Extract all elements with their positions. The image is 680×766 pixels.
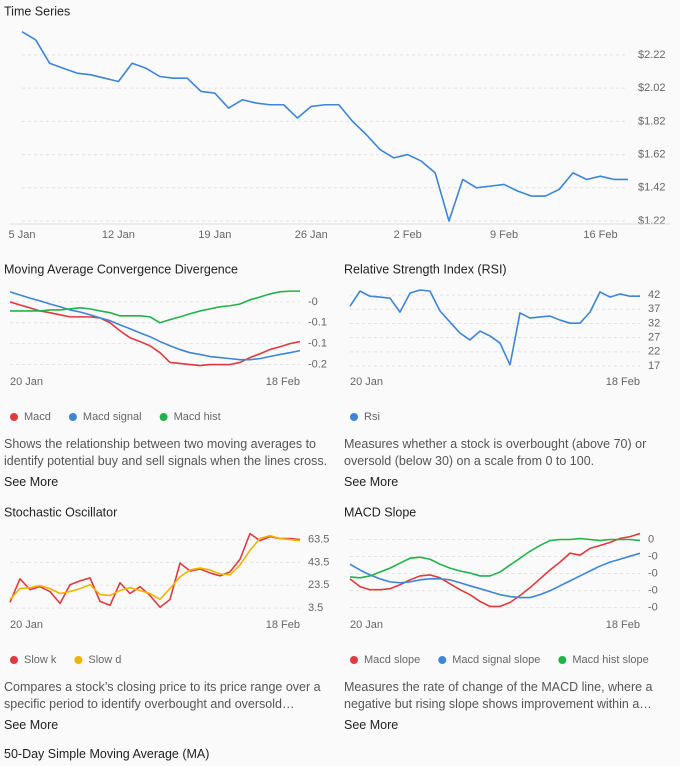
panel: Moving Average Convergence Divergence -0…: [0, 258, 340, 502]
y-tick-label: 22: [648, 346, 660, 358]
legend-label: Macd hist: [174, 411, 221, 423]
legend-label: Macd: [24, 411, 51, 423]
legend-swatch: [438, 656, 447, 664]
description: Measures whether a stock is overbought (…: [344, 437, 647, 468]
y-tick-label: -0.1: [308, 338, 327, 350]
legend-label: Rsi: [364, 411, 380, 423]
x-tick-label: 9 Feb: [490, 229, 518, 241]
x-tick-label: 18 Feb: [266, 619, 300, 631]
series-line: [349, 537, 641, 579]
time-series-chart: Time Series $1.22 $1.42 $1.62 $1.82 $2.02 $2.…: [4, 4, 670, 241]
legend-swatch: [10, 413, 18, 421]
y-tick-label: 17: [648, 360, 660, 372]
chart-title: Stochastic Oscillator: [4, 505, 117, 519]
y-tick-label: $2.02: [638, 82, 666, 94]
x-tick-label: 20 Jan: [350, 376, 383, 388]
x-tick-label: 5 Jan: [9, 229, 36, 241]
x-tick-label: 16 Feb: [583, 229, 617, 241]
description: Measures the rate of change of the MACD …: [344, 680, 653, 711]
legend-swatch: [10, 656, 18, 664]
legend-swatch: [350, 413, 358, 421]
see-more-link[interactable]: See More: [4, 718, 59, 732]
see-more-link[interactable]: See More: [4, 475, 59, 489]
chart-title: Moving Average Convergence Divergence: [4, 262, 238, 276]
y-tick-label: 32: [648, 317, 660, 329]
legend-swatch: [558, 656, 567, 664]
y-tick-label: 37: [648, 303, 660, 315]
y-tick-label: -0: [308, 296, 318, 308]
y-tick-label: $2.22: [638, 49, 666, 61]
y-tick-label: 42: [648, 289, 660, 301]
legend-label: Slow d: [88, 654, 121, 666]
legend-label: Slow k: [24, 654, 57, 666]
x-tick-label: 19 Jan: [198, 229, 231, 241]
chart-title: MACD Slope: [344, 505, 416, 519]
legend-label: Macd signal: [83, 411, 142, 423]
legend-swatch: [68, 413, 77, 421]
stochastic-chart: Stochastic Oscillator 3.5 23.5 43.5 63.5 20 …: [4, 505, 329, 666]
macd-chart: Moving Average Convergence Divergence -0…: [4, 262, 327, 423]
series-line: [349, 289, 640, 366]
see-more-link[interactable]: See More: [344, 475, 399, 489]
rsi-chart: Relative Strength Index (RSI) 17 22 27 32 37…: [344, 262, 660, 423]
series-line: [10, 290, 300, 324]
series-line: [349, 532, 641, 608]
series-line: [21, 30, 628, 222]
macd-slope-chart: MACD Slope -0 -0 -0 -0 0 20 Jan 18 Feb Macd slo…: [344, 505, 658, 666]
y-tick-label: $1.62: [638, 148, 666, 160]
legend-swatch: [159, 413, 168, 421]
y-tick-label: $1.22: [638, 215, 666, 227]
legend-swatch: [74, 656, 83, 664]
y-tick-label: 0: [648, 533, 654, 545]
x-tick-label: 20 Jan: [350, 619, 383, 631]
legend-label: Macd hist slope: [572, 654, 648, 666]
x-tick-label: 2 Feb: [394, 229, 422, 241]
series-line: [9, 534, 301, 601]
legend-label: Macd slope: [364, 654, 420, 666]
panel: Relative Strength Index (RSI) 17 22 27 32 37…: [340, 258, 680, 502]
series-line: [9, 291, 301, 361]
y-tick-label: -0: [648, 602, 658, 614]
panel: Stochastic Oscillator 3.5 23.5 43.5 63.5 20 …: [0, 501, 340, 745]
y-tick-label: 3.5: [308, 602, 323, 614]
y-tick-label: 63.5: [308, 533, 329, 545]
series-line: [9, 532, 301, 609]
y-tick-label: $1.42: [638, 182, 666, 194]
x-tick-label: 12 Jan: [102, 229, 135, 241]
description: Compares a stock’s closing price to its …: [4, 680, 321, 711]
y-tick-label: -0: [648, 584, 658, 596]
series-line: [9, 301, 301, 367]
series-line: [349, 552, 641, 599]
chart-title: Time Series: [4, 4, 70, 18]
chart-title: Relative Strength Index (RSI): [344, 262, 507, 276]
y-tick-label: 43.5: [308, 556, 329, 568]
y-tick-label: $1.82: [638, 115, 666, 127]
y-tick-label: 27: [648, 332, 660, 344]
x-tick-label: 18 Feb: [266, 376, 300, 388]
y-tick-label: -0: [648, 550, 658, 562]
section-title: 50-Day Simple Moving Average (MA): [4, 747, 210, 761]
description: Shows the relationship between two movin…: [4, 437, 328, 468]
panel: MACD Slope -0 -0 -0 -0 0 20 Jan 18 Feb Macd slo…: [340, 501, 680, 745]
y-tick-label: -0.2: [308, 358, 327, 370]
x-tick-label: 26 Jan: [295, 229, 328, 241]
y-tick-label: -0.1: [308, 317, 327, 329]
y-tick-label: 23.5: [308, 579, 329, 591]
see-more-link[interactable]: See More: [344, 718, 399, 732]
legend-swatch: [350, 656, 358, 664]
x-tick-label: 20 Jan: [10, 619, 43, 631]
x-tick-label: 20 Jan: [10, 376, 43, 388]
x-tick-label: 18 Feb: [606, 619, 640, 631]
y-tick-label: -0: [648, 567, 658, 579]
legend-label: Macd signal slope: [452, 654, 540, 666]
x-tick-label: 18 Feb: [606, 376, 640, 388]
